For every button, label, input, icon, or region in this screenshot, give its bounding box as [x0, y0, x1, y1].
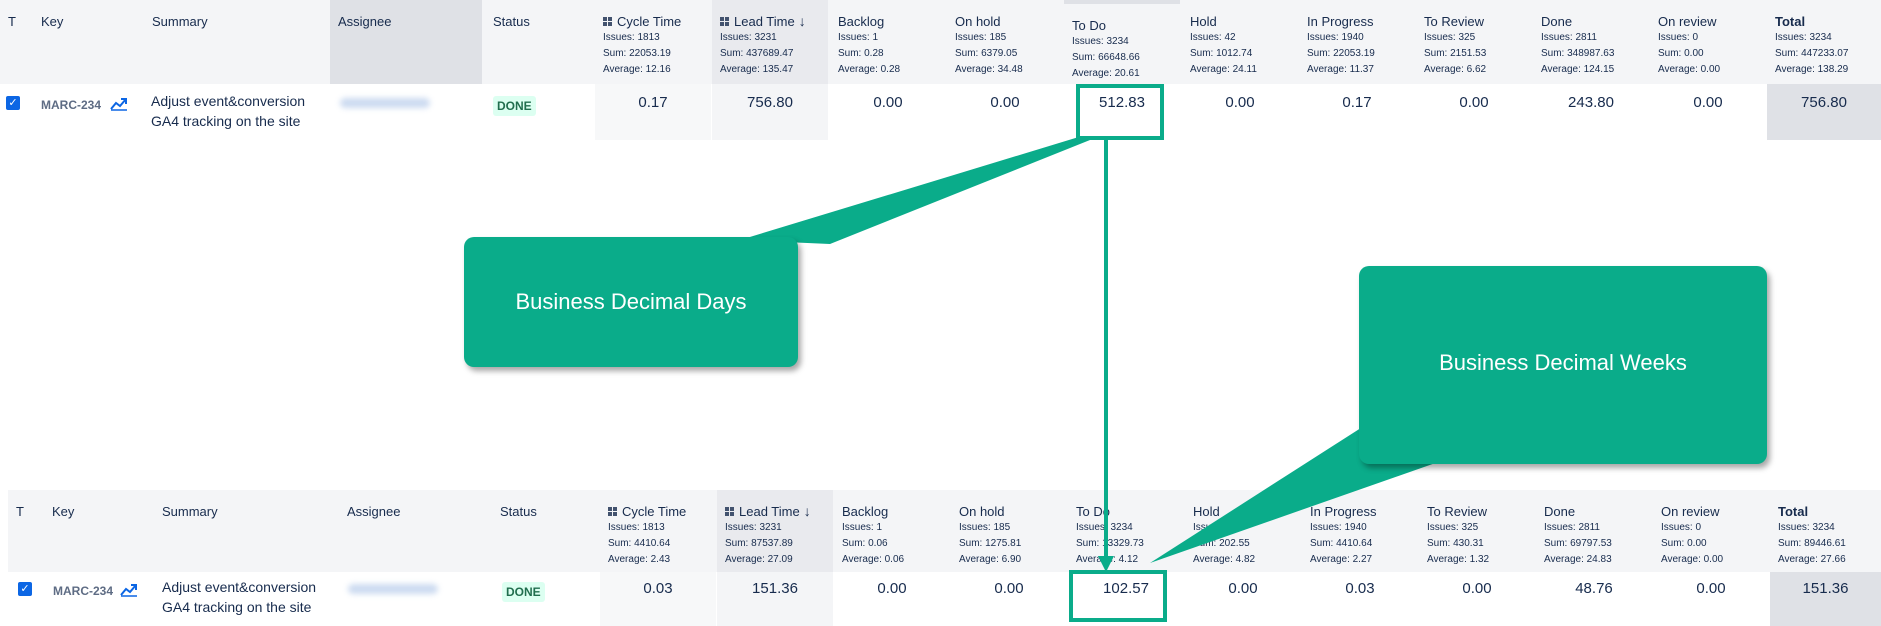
cell-lead-time: 756.80: [747, 94, 793, 111]
cell-done: 243.80: [1568, 94, 1614, 111]
col-header-cycle-time[interactable]: Cycle Time Issues: 1813 Sum: 22053.19 Av…: [603, 14, 682, 75]
assignee-avatar-blurred: [348, 584, 438, 594]
cell-backlog: 0.00: [877, 580, 907, 597]
cell-to-review: 0.00: [1459, 94, 1489, 111]
status-lozenge: DONE: [502, 582, 545, 602]
col-header-cycle-time[interactable]: Cycle Time Issues: 1813 Sum: 4410.64 Ave…: [608, 504, 687, 565]
cell-total: 756.80: [1801, 94, 1847, 111]
col-header-lead-time[interactable]: Lead Time ↓ Issues: 3231 Sum: 87537.89 Av…: [717, 490, 833, 574]
col-header-to-review[interactable]: To Review Issues: 325 Sum: 430.31 Averag…: [1427, 504, 1490, 565]
callout-business-decimal-days: Business Decimal Days: [464, 237, 798, 367]
cell-cycle-time: 0.03: [643, 580, 673, 597]
cell-on-review: 0.00: [1693, 94, 1723, 111]
col-header-total[interactable]: Total Issues: 3234 Sum: 447233.07 Averag…: [1775, 14, 1849, 75]
issue-summary[interactable]: Adjust event&conversion GA4 tracking on …: [162, 579, 317, 615]
time-in-status-table-days: T Key Summary Assignee Status Cycle Time…: [0, 0, 1881, 140]
cell-cycle-time: 0.17: [638, 94, 668, 111]
highlight-box-weeks: [1069, 570, 1167, 622]
cell-done: 48.76: [1575, 580, 1613, 597]
col-header-in-progress[interactable]: In Progress Issues: 1940 Sum: 22053.19 A…: [1307, 14, 1375, 75]
row-checkbox[interactable]: ✓: [6, 96, 20, 110]
callout-pointer-days: [740, 136, 1090, 244]
col-header-backlog[interactable]: Backlog Issues: 1 Sum: 0.06 Average: 0.0…: [842, 504, 905, 565]
cell-in-progress: 0.17: [1342, 94, 1372, 111]
table-row: [8, 572, 1881, 626]
issue-key-link[interactable]: MARC-234: [41, 98, 102, 112]
col-header-t[interactable]: T: [16, 504, 24, 519]
callout-business-decimal-weeks: Business Decimal Weeks: [1359, 266, 1767, 464]
sort-down-icon: ↓: [798, 13, 806, 29]
grid-icon: [603, 17, 612, 26]
trend-chart-icon[interactable]: [110, 97, 128, 111]
table-header: [8, 490, 1881, 572]
col-header-summary[interactable]: Summary: [152, 14, 208, 29]
issue-key-link[interactable]: MARC-234: [53, 584, 114, 598]
col-header-hold[interactable]: Hold Issues: 42 Sum: 1012.74 Average: 24…: [1190, 14, 1257, 75]
col-header-backlog[interactable]: Backlog Issues: 1 Sum: 0.28 Average: 0.2…: [838, 14, 901, 75]
cell-in-progress: 0.03: [1345, 580, 1375, 597]
cell-hold: 0.00: [1225, 94, 1255, 111]
cell-to-review: 0.00: [1462, 580, 1492, 597]
row-checkbox[interactable]: ✓: [18, 582, 32, 596]
col-header-t[interactable]: T: [8, 14, 16, 29]
table-header: [0, 0, 1881, 84]
cell-on-hold: 0.00: [990, 94, 1020, 111]
grid-icon: [725, 507, 734, 516]
grid-icon: [720, 17, 729, 26]
cell-to-do: 512.83: [1099, 94, 1145, 111]
issue-summary[interactable]: Adjust event&conversion GA4 tracking on …: [151, 93, 306, 129]
table-row: [0, 84, 1881, 140]
col-header-to-do[interactable]: To Do Issues: 3234 Sum: 66648.66 Average…: [1064, 0, 1180, 84]
col-header-on-hold[interactable]: On hold Issues: 185 Sum: 1275.81 Average…: [959, 504, 1022, 565]
col-header-summary[interactable]: Summary: [162, 504, 218, 519]
cell-on-review: 0.00: [1696, 580, 1726, 597]
assignee-avatar-blurred: [340, 98, 430, 108]
col-header-assignee[interactable]: Assignee: [347, 504, 401, 519]
col-header-on-hold[interactable]: On hold Issues: 185 Sum: 6379.05 Average…: [955, 14, 1023, 75]
cell-to-do: 102.57: [1103, 580, 1149, 597]
status-lozenge: DONE: [493, 96, 536, 116]
col-header-to-review[interactable]: To Review Issues: 325 Sum: 2151.53 Avera…: [1424, 14, 1487, 75]
grid-icon: [608, 507, 617, 516]
cell-total: 151.36: [1802, 580, 1849, 597]
col-header-status[interactable]: Status: [493, 14, 530, 29]
trend-chart-icon[interactable]: [120, 583, 138, 597]
col-header-status[interactable]: Status: [500, 504, 537, 519]
col-header-assignee[interactable]: Assignee: [338, 14, 392, 29]
connector-arrow-head: [1098, 556, 1114, 572]
col-header-done[interactable]: Done Issues: 2811 Sum: 348987.63 Average…: [1541, 14, 1615, 75]
col-header-on-review[interactable]: On review Issues: 0 Sum: 0.00 Average: 0…: [1661, 504, 1724, 565]
cell-hold: 0.00: [1228, 580, 1258, 597]
col-header-on-review[interactable]: On review Issues: 0 Sum: 0.00 Average: 0…: [1658, 14, 1721, 75]
sort-down-icon: ↓: [803, 503, 811, 519]
col-header-in-progress[interactable]: In Progress Issues: 1940 Sum: 4410.64 Av…: [1310, 504, 1377, 565]
col-header-key[interactable]: Key: [41, 14, 64, 29]
col-header-total[interactable]: Total Issues: 3234 Sum: 89446.61 Average…: [1778, 504, 1846, 565]
time-in-status-table-weeks: T Key Summary Assignee Status Cycle Time…: [8, 490, 1881, 626]
col-header-done[interactable]: Done Issues: 2811 Sum: 69797.53 Average:…: [1544, 504, 1612, 565]
cell-backlog: 0.00: [873, 94, 903, 111]
col-header-lead-time[interactable]: Lead Time ↓ Issues: 3231 Sum: 437689.47 A…: [712, 0, 828, 84]
cell-on-hold: 0.00: [994, 580, 1024, 597]
cell-lead-time: 151.36: [752, 580, 798, 597]
highlight-box-days: [1076, 84, 1164, 140]
col-header-key[interactable]: Key: [52, 504, 75, 519]
